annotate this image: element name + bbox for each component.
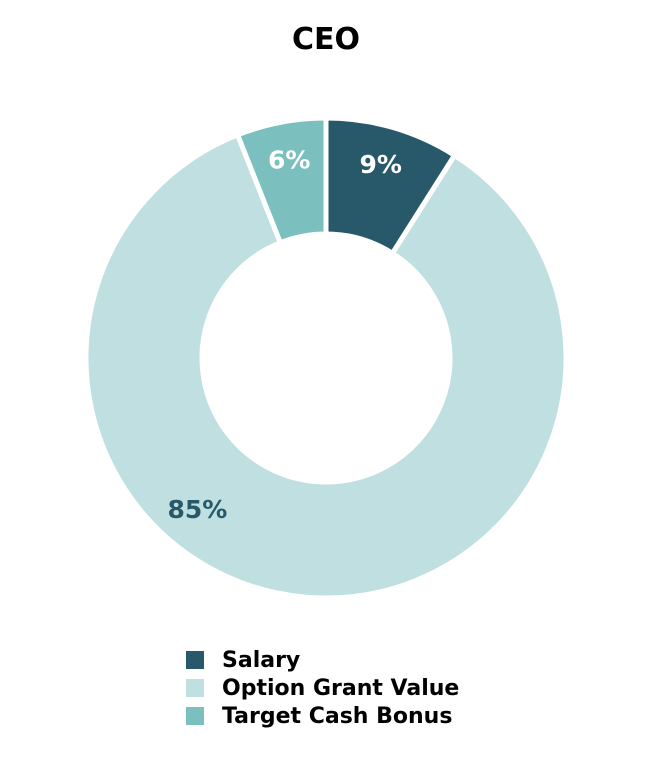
legend-item-target-cash-bonus: Target Cash Bonus xyxy=(186,702,459,730)
legend: Salary Option Grant Value Target Cash Bo… xyxy=(186,646,459,730)
slice-target-cash-bonus xyxy=(234,115,329,246)
donut-chart: 9% 85% 6% xyxy=(83,115,569,601)
legend-label-salary: Salary xyxy=(222,647,301,673)
chart-title: CEO xyxy=(291,22,360,57)
legend-swatch-target-cash-bonus xyxy=(186,707,204,725)
slice-option-grant-value xyxy=(83,131,569,601)
slice-label-option-grant-value: 85% xyxy=(168,495,228,524)
legend-item-option-grant-value: Option Grant Value xyxy=(186,674,459,702)
legend-item-salary: Salary xyxy=(186,646,459,674)
legend-swatch-option-grant-value xyxy=(186,679,204,697)
slice-label-target-cash-bonus: 6% xyxy=(268,145,310,174)
legend-label-target-cash-bonus: Target Cash Bonus xyxy=(222,703,453,729)
legend-label-option-grant-value: Option Grant Value xyxy=(222,675,460,701)
legend-swatch-salary xyxy=(186,651,204,669)
slice-label-salary: 9% xyxy=(359,150,401,179)
